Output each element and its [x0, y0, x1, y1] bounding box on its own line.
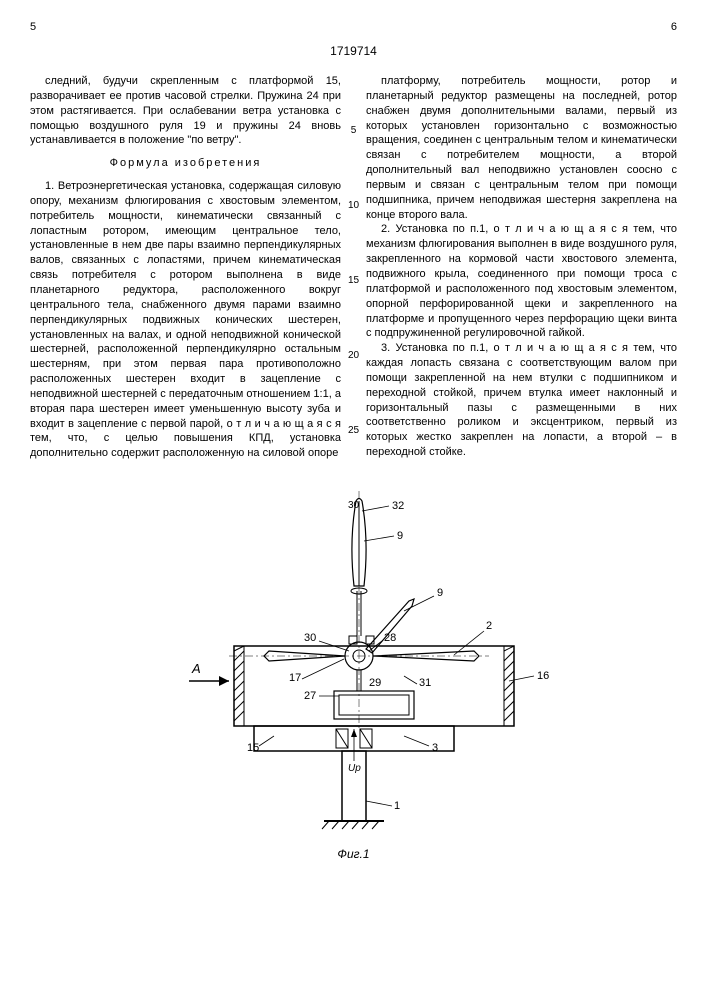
line-num-10: 10 — [344, 199, 364, 213]
line-num-25: 25 — [344, 424, 364, 438]
fig-label-31: 31 — [419, 677, 431, 689]
fig-label-30: 30 — [304, 632, 316, 644]
fig-label-16: 16 — [537, 670, 549, 682]
fig-label-A: А — [191, 661, 201, 676]
fig-label-9b: 9 — [437, 587, 443, 599]
claim-1: 1. Ветроэнергетическая установка, содерж… — [30, 179, 341, 461]
fig-label-2: 2 — [486, 620, 492, 632]
page-num-left: 5 — [30, 20, 36, 35]
line-num-15: 15 — [344, 274, 364, 288]
claim-3: 3. Установка по п.1, о т л и ч а ю щ а я… — [366, 341, 677, 460]
page-num-right: 6 — [671, 20, 677, 35]
fig-label-Up: Up — [348, 763, 361, 774]
fig-label-17: 17 — [289, 672, 301, 684]
fig-label-28: 28 — [384, 632, 396, 644]
right-column: платформу, потребитель мощности, ротор и… — [366, 74, 677, 461]
fig-label-9a: 9 — [397, 530, 403, 542]
line-num-30: 30 — [344, 499, 364, 513]
line-num-20: 20 — [344, 349, 364, 363]
fig-label-27: 27 — [304, 690, 316, 702]
fig-label-29: 29 — [369, 677, 381, 689]
figure-1: 32 9 9 2 30 28 16 17 27 29 31 15 3 — [30, 481, 677, 862]
text-columns: 5 10 15 20 25 30 следний, будучи скрепле… — [30, 74, 677, 461]
line-num-5: 5 — [344, 124, 364, 138]
fig-label-1: 1 — [394, 800, 400, 812]
fig-label-32: 32 — [392, 500, 404, 512]
figure-caption: Фиг.1 — [30, 846, 677, 862]
formula-title: Формула изобретения — [30, 156, 341, 171]
right-para1: платформу, потребитель мощности, ротор и… — [366, 74, 677, 222]
left-para1: следний, будучи скрепленным с платформой… — [30, 74, 341, 148]
left-column: следний, будучи скрепленным с платформой… — [30, 74, 341, 461]
document-number: 1719714 — [30, 43, 677, 59]
fig-label-3: 3 — [432, 742, 438, 754]
claim-2: 2. Установка по п.1, о т л и ч а ю щ а я… — [366, 222, 677, 341]
fig-label-15: 15 — [247, 742, 259, 754]
